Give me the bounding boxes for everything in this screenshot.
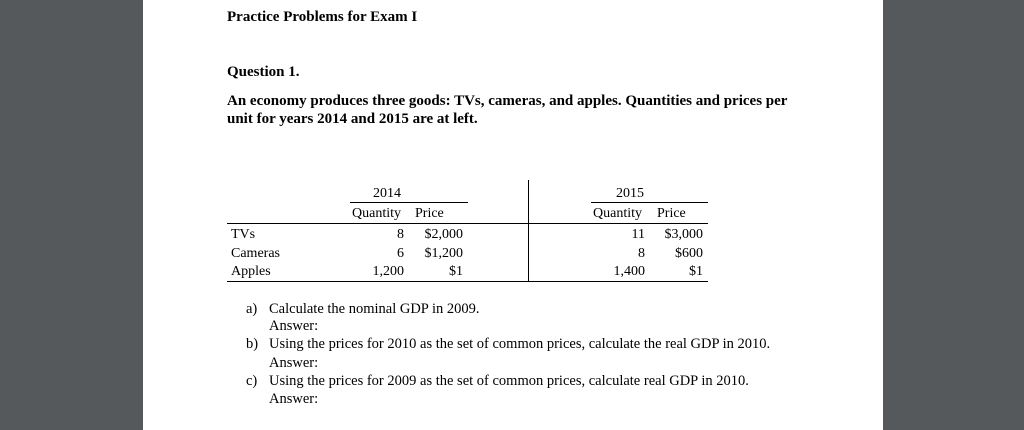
- quantity-header-2015: Quantity: [593, 206, 642, 221]
- quantity-header-2014: Quantity: [352, 206, 401, 221]
- question-b-label: b): [246, 336, 259, 352]
- question-a-text: Calculate the nominal GDP in 2009.: [269, 301, 480, 317]
- cell-qty-2014: 8: [397, 227, 404, 242]
- cell-qty-2014: 6: [397, 246, 404, 261]
- price-header-2015: Price: [657, 206, 686, 221]
- question-c-answer: Answer:: [269, 391, 319, 407]
- document-title: Practice Problems for Exam I: [227, 9, 418, 25]
- document-page: Practice Problems for Exam I Question 1.…: [143, 0, 883, 430]
- cell-qty-2015: 1,400: [613, 264, 646, 279]
- intro-text-line-2: unit for years 2014 and 2015 are at left…: [227, 111, 478, 127]
- header-rule-2015: [591, 202, 708, 203]
- question-c-text: Using the prices for 2009 as the set of …: [269, 373, 749, 389]
- cell-price-2015: $1: [689, 264, 703, 279]
- header-bottom-rule: [227, 223, 708, 224]
- table-bottom-rule: [227, 281, 708, 282]
- cell-price-2015: $600: [675, 246, 703, 261]
- question-b-answer: Answer:: [269, 355, 319, 371]
- question-c-label: c): [246, 373, 258, 389]
- cell-qty-2014: 1,200: [372, 264, 405, 279]
- year-divider: [528, 180, 529, 282]
- price-header-2014: Price: [415, 206, 444, 221]
- question-a-label: a): [246, 301, 258, 317]
- row-label-tvs: TVs: [231, 227, 256, 242]
- header-rule-2014: [350, 202, 468, 203]
- cell-qty-2015: 11: [631, 227, 645, 242]
- year-2015-header: 2015: [616, 186, 644, 201]
- intro-text-line-1: An economy produces three goods: TVs, ca…: [227, 93, 788, 109]
- question-heading: Question 1.: [227, 64, 300, 80]
- cell-qty-2015: 8: [638, 246, 645, 261]
- question-b-text: Using the prices for 2010 as the set of …: [269, 336, 771, 352]
- cell-price-2015: $3,000: [664, 227, 704, 242]
- row-label-cameras: Cameras: [231, 246, 280, 261]
- cell-price-2014: $1: [449, 264, 463, 279]
- cell-price-2014: $2,000: [424, 227, 464, 242]
- year-2014-header: 2014: [373, 186, 401, 201]
- cell-price-2014: $1,200: [424, 246, 464, 261]
- row-label-apples: Apples: [231, 264, 271, 279]
- question-a-answer: Answer:: [269, 318, 319, 334]
